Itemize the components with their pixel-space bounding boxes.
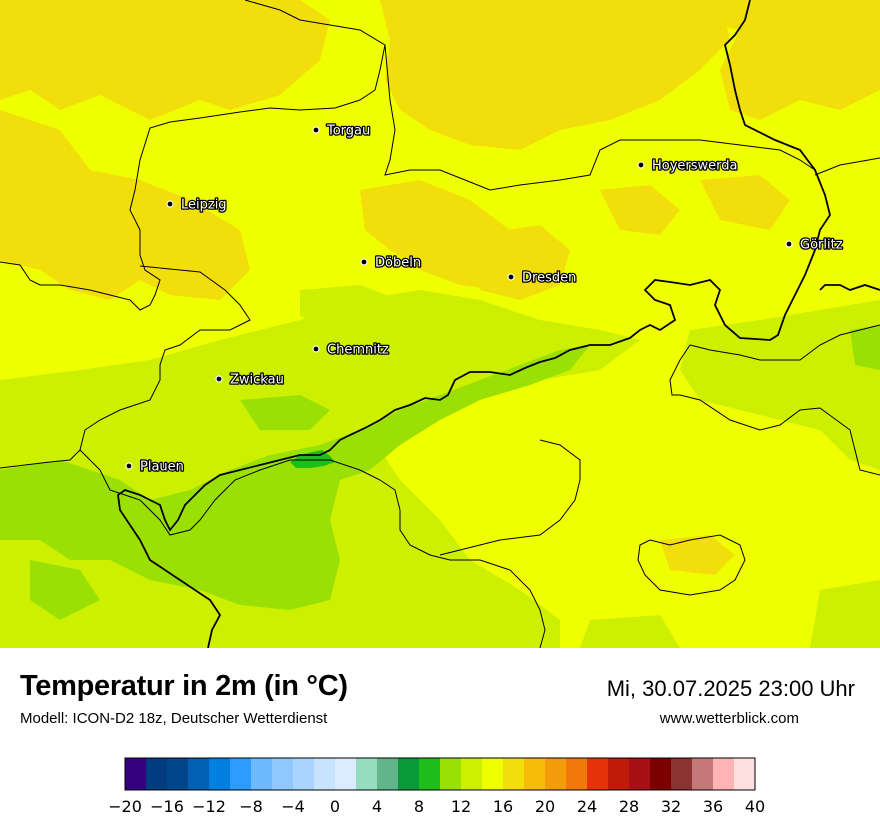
legend-tick-label: 24 — [577, 797, 597, 816]
legend-swatch — [545, 758, 567, 790]
city-d-beln: Döbeln — [360, 254, 422, 272]
legend-swatch — [314, 758, 336, 790]
city-label: Zwickau — [230, 373, 284, 388]
temperature-map: Torgau Hoyerswerda Leipzig Görlitz Döbeln Dre… — [0, 0, 880, 648]
legend-swatch — [356, 758, 378, 790]
city-dresden: Dresden — [507, 269, 578, 287]
legend-swatch — [629, 758, 651, 790]
legend-swatch — [608, 758, 630, 790]
city-dot — [167, 201, 173, 207]
legend-tick-label: 16 — [493, 797, 513, 816]
city-hoyerswerda: Hoyerswerda — [637, 157, 739, 175]
legend-tick-label: 32 — [661, 797, 681, 816]
city-g-rlitz: Görlitz — [785, 236, 844, 254]
national-borders — [117, 0, 880, 648]
city-label: Chemnitz — [327, 343, 389, 358]
legend-tick-label: 0 — [330, 797, 340, 816]
city-torgau: Torgau — [312, 122, 372, 140]
legend-swatch — [587, 758, 609, 790]
city-dot — [508, 274, 514, 280]
city-label: Torgau — [326, 124, 370, 139]
legend-swatch — [503, 758, 525, 790]
legend-frame — [124, 757, 756, 791]
legend-swatch — [377, 758, 399, 790]
legend-swatch — [230, 758, 252, 790]
legend-tick-label: −12 — [192, 797, 226, 816]
city-chemnitz: Chemnitz — [312, 341, 390, 359]
forecast-datetime: Mi, 30.07.2025 23:00 Uhr — [606, 676, 855, 701]
legend-swatch — [461, 758, 483, 790]
legend-swatch — [566, 758, 588, 790]
legend-tick-label: 28 — [619, 797, 639, 816]
city-plauen: Plauen — [125, 458, 185, 476]
legend-tick-label: 36 — [703, 797, 723, 816]
legend-swatch — [272, 758, 294, 790]
legend-swatch — [251, 758, 273, 790]
cooler-temperature-areas — [0, 325, 880, 620]
city-dot — [361, 259, 367, 265]
legend-tick-label: −8 — [239, 797, 263, 816]
legend-tick-label: 8 — [414, 797, 424, 816]
city-dot — [216, 376, 222, 382]
legend-tick-labels: −20 −16 −12 −8 −4 0 4 8 12 16 20 24 28 32 36 40 — [110, 797, 765, 816]
legend-tick-label: −20 — [110, 797, 142, 816]
legend-swatch — [650, 758, 672, 790]
legend-swatch — [713, 758, 735, 790]
warm-temperature-areas — [0, 0, 880, 575]
legend-swatch — [398, 758, 420, 790]
temperature-color-legend: −20 −16 −12 −8 −4 0 4 8 12 16 20 24 28 32 36 40 — [110, 757, 765, 816]
city-label: Plauen — [140, 460, 184, 475]
city-dot — [126, 463, 132, 469]
city-dot — [313, 346, 319, 352]
legend-swatch — [209, 758, 231, 790]
legend-tick-label: 40 — [745, 797, 765, 816]
legend-swatch — [125, 758, 147, 790]
city-label: Hoyerswerda — [652, 159, 738, 174]
legend-swatch — [146, 758, 168, 790]
legend-tick-label: 4 — [372, 797, 382, 816]
city-label: Görlitz — [800, 238, 843, 253]
city-dot — [638, 162, 644, 168]
city-dot — [313, 127, 319, 133]
legend-swatch — [734, 758, 756, 790]
legend-tick-label: −16 — [150, 797, 184, 816]
city-leipzig: Leipzig — [166, 196, 228, 214]
legend-swatch — [188, 758, 210, 790]
legend-swatch — [335, 758, 357, 790]
legend-swatch — [167, 758, 189, 790]
legend-swatch — [482, 758, 504, 790]
city-label: Leipzig — [181, 198, 227, 213]
coolest-temperature-areas — [290, 450, 335, 468]
website-url[interactable]: www.wetterblick.com — [659, 710, 799, 727]
legend-swatch — [293, 758, 315, 790]
legend-swatches — [124, 757, 756, 791]
city-label: Döbeln — [375, 256, 421, 271]
model-source: Modell: ICON-D2 18z, Deutscher Wetterdie… — [20, 710, 328, 727]
legend-swatch — [692, 758, 714, 790]
city-markers: Torgau Hoyerswerda Leipzig Görlitz Döbeln Dre… — [125, 122, 844, 476]
legend-tick-label: −4 — [281, 797, 305, 816]
legend-tick-label: 20 — [535, 797, 555, 816]
legend-swatch — [671, 758, 693, 790]
city-zwickau: Zwickau — [215, 371, 285, 389]
regional-borders — [0, 0, 880, 648]
city-label: Dresden — [522, 271, 576, 286]
legend-tick-label: 12 — [451, 797, 471, 816]
legend-swatch — [524, 758, 546, 790]
legend-swatch — [440, 758, 462, 790]
city-dot — [786, 241, 792, 247]
legend-swatch — [419, 758, 441, 790]
map-title: Temperatur in 2m (in °C) — [20, 670, 348, 702]
